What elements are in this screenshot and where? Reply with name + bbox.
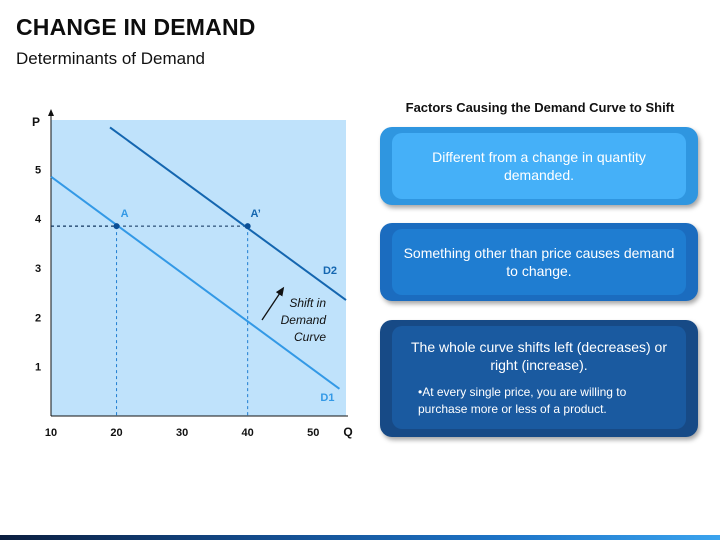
factor-card-2-body: Something other than price causes demand… (392, 229, 686, 295)
footer-bar (0, 535, 720, 540)
point-label-2: A’ (250, 208, 260, 220)
x-tick-label: 10 (45, 427, 57, 439)
shift-annotation-line-2: Demand (281, 313, 327, 327)
factor-card-3-text: The whole curve shifts left (decreases) … (411, 338, 667, 373)
demand-curve-d1 (50, 175, 341, 390)
slide-subtitle: Determinants of Demand (16, 49, 205, 68)
factor-card-3-note: •At every single price, you are willing … (418, 384, 627, 416)
series-label-d2: D2 (323, 265, 337, 277)
y-axis-label: P (32, 115, 40, 129)
demand-curve-d2 (109, 126, 347, 301)
factor-card-1: Different from a change in quantity dema… (380, 127, 698, 205)
factor-card-3-body: The whole curve shifts left (decreases) … (392, 326, 686, 429)
factors-heading: Factors Causing the Demand Curve to Shif… (405, 100, 675, 115)
demand-shift-chart: P Q 10 20 30 40 50 1 2 3 4 5 D1 D2 A A’ Shift in Demand Cu… (32, 109, 353, 439)
y-tick-label: 2 (35, 312, 41, 324)
series-label-d1: D1 (320, 392, 334, 404)
shift-annotation-line-3: Curve (294, 330, 326, 344)
point-label-1: A (121, 208, 129, 220)
factor-card-2-text: Something other than price causes demand… (403, 245, 675, 279)
slide-title: CHANGE IN DEMAND (16, 14, 256, 40)
y-tick-label: 3 (35, 263, 41, 275)
x-tick-label: 50 (307, 427, 319, 439)
factor-card-1-body: Different from a change in quantity dema… (392, 133, 686, 199)
factor-card-3: The whole curve shifts left (decreases) … (380, 320, 698, 437)
shift-arrow (261, 286, 285, 321)
x-tick-label: 40 (242, 427, 254, 439)
factor-card-2: Something other than price causes demand… (380, 223, 698, 301)
factor-card-1-text: Different from a change in quantity dema… (432, 149, 646, 183)
point-2 (244, 223, 251, 230)
x-tick-label: 20 (110, 427, 122, 439)
plot-background (51, 120, 346, 416)
point-1 (113, 223, 120, 230)
x-axis-label: Q (343, 425, 352, 439)
y-tick-label: 1 (35, 362, 41, 374)
y-tick-label: 5 (35, 164, 41, 176)
x-tick-label: 30 (176, 427, 188, 439)
shift-annotation-line-1: Shift in (289, 296, 326, 310)
y-tick-label: 4 (35, 214, 42, 226)
